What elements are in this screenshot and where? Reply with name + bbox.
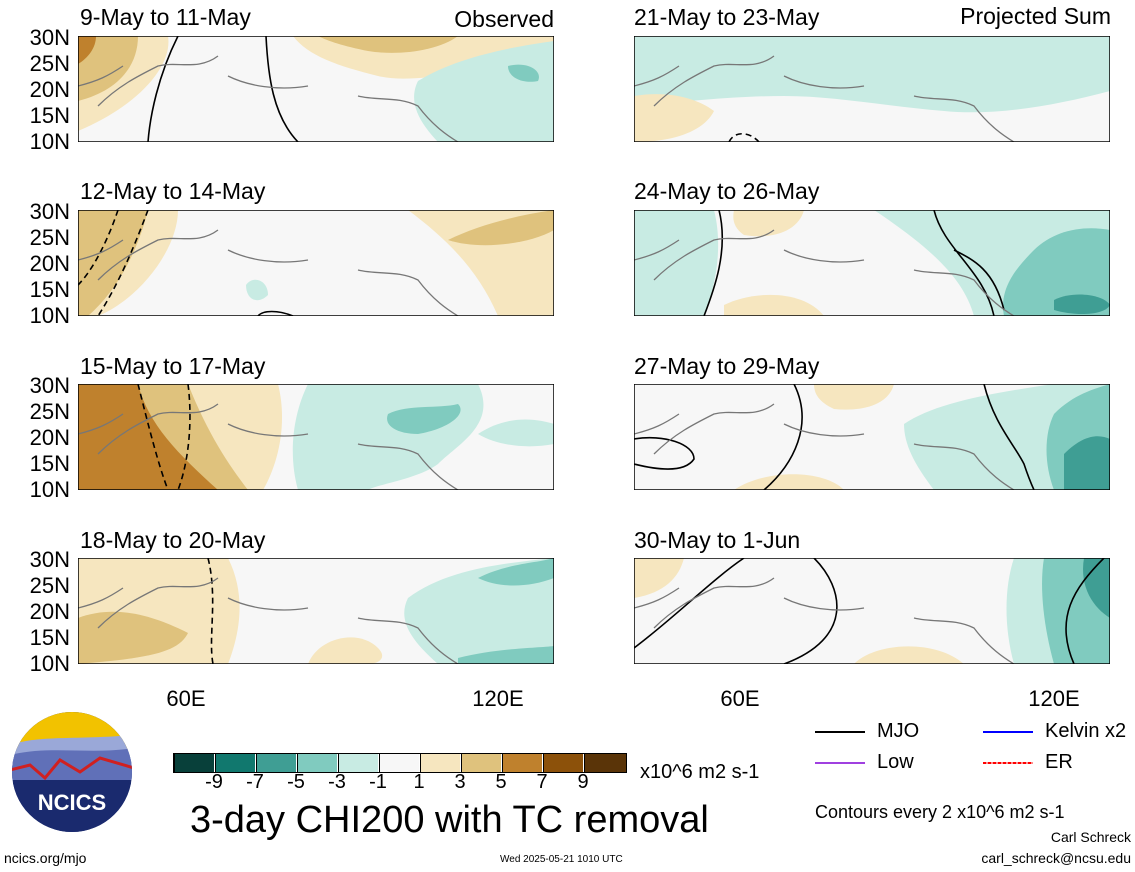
legend-item-low: Low [815,751,914,774]
colorbar-ticks: -9 -7 -5 -3 -1 1 3 5 7 9 [173,771,625,795]
footer-timestamp: Wed 2025-05-21 1010 UTC [500,854,623,865]
lat-label: 10N [29,129,70,154]
panel-title-6: 24-May to 26-May [634,178,820,204]
lat-label: 30N [29,373,70,398]
lat-label: 30N [29,25,70,50]
lat-label: 20N [29,425,70,450]
lat-label: 10N [29,303,70,328]
colorbar-tick: -7 [246,771,264,793]
panel-title-8: 30-May to 1-Jun [634,527,801,553]
colorbar-tick: -9 [205,771,223,793]
legend-line-er [983,761,1033,764]
colorbar-swatch [420,754,460,772]
colorbar-tick: 3 [454,771,466,793]
panel-title-1: 9-May to 11-May [80,4,251,30]
lat-label: 15N [29,277,70,302]
map-panel-1 [78,36,554,142]
colorbar-swatch [502,754,542,772]
ncics-logo: NCICS [12,712,132,832]
lat-label: 15N [29,625,70,650]
lat-label: 25N [29,399,70,424]
colorbar-swatch [256,754,296,772]
panel-title-4: 18-May to 20-May [80,527,266,553]
lat-label: 15N [29,451,70,476]
colorbar-units: x10^6 m2 s-1 [640,761,760,783]
lat-label: 25N [29,225,70,250]
lat-label: 25N [29,573,70,598]
legend-line-mjo [815,730,865,733]
colorbar-swatch [379,754,419,772]
map-panel-3 [78,384,554,490]
lon-label-120e-right: 120E [1028,686,1080,711]
legend-label: Kelvin x2 [1045,720,1127,742]
legend-label: MJO [877,720,920,742]
contour-note: Contours every 2 x10^6 m2 s-1 [815,802,1065,822]
panel-title-7: 27-May to 29-May [634,353,820,379]
panel-title-5: 21-May to 23-May [634,4,820,30]
legend-item-kelvin: Kelvin x2 [983,720,1126,743]
logo-text: NCICS [38,790,106,815]
colorbar-swatch [584,754,626,772]
colorbar-tick: -3 [328,771,346,793]
colorbar-swatch [461,754,501,772]
colorbar-tick: 7 [536,771,548,793]
map-panel-5 [634,36,1110,142]
lat-label: 25N [29,51,70,76]
legend-item-mjo: MJO [815,720,919,743]
map-panel-6 [634,210,1110,316]
footer-email[interactable]: carl_schreck@ncsu.edu [981,850,1131,866]
lat-label: 20N [29,251,70,276]
lat-label: 30N [29,199,70,224]
main-title: 3-day CHI200 with TC removal [190,799,709,841]
lat-label: 15N [29,103,70,128]
lon-label-60e-right: 60E [720,686,760,711]
map-panel-8 [634,558,1110,664]
colorbar-swatch [174,754,214,772]
colorbar-tick: -5 [287,771,305,793]
colorbar-swatch [297,754,337,772]
colorbar-tick: 5 [495,771,507,793]
map-panel-2 [78,210,554,316]
colorbar-swatch [215,754,255,772]
lat-label: 10N [29,651,70,676]
lat-label: 20N [29,599,70,624]
panel-title-3: 15-May to 17-May [80,353,266,379]
footer-author: Carl Schreck [1050,829,1131,845]
panel-title-2: 12-May to 14-May [80,178,266,204]
legend-line-kelvin [983,730,1033,733]
legend-line-low [815,761,865,764]
footer-url[interactable]: ncics.org/mjo [4,850,87,866]
lat-label: 10N [29,477,70,502]
legend-label: ER [1045,751,1073,773]
colorbar-tick: 1 [413,771,425,793]
lon-label-120e-left: 120E [472,686,524,711]
colorbar-tick: -1 [369,771,387,793]
colorbar-swatch [338,754,378,772]
map-panel-7 [634,384,1110,490]
legend-item-er: ER [983,751,1073,774]
observed-label: Observed [454,6,554,32]
lon-label-60e-left: 60E [166,686,206,711]
colorbar-tick: 9 [577,771,589,793]
legend-label: Low [877,751,914,773]
colorbar-swatch [543,754,583,772]
projected-sum-label: Projected Sum [960,3,1111,29]
colorbar [173,753,627,773]
lat-label: 20N [29,77,70,102]
lat-label: 30N [29,547,70,572]
map-panel-4 [78,558,554,664]
